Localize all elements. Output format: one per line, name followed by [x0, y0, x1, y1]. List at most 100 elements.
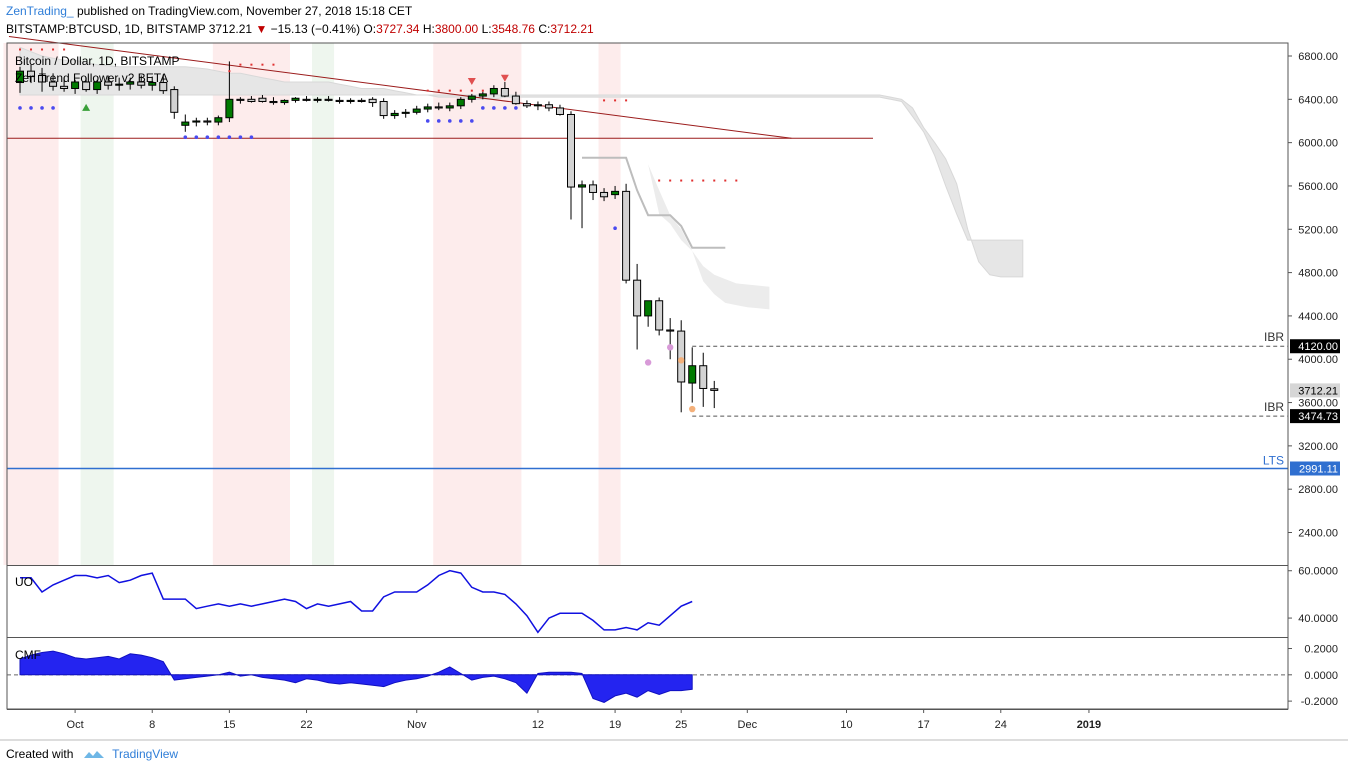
y-tick-label: 4800.00: [1298, 268, 1338, 280]
red-dot: [470, 89, 473, 92]
close-label: C:: [538, 22, 551, 36]
candle-body: [269, 100, 278, 104]
ibr-high-tag-bg: [1290, 339, 1340, 354]
low-label: L:: [481, 22, 492, 36]
candle-body: [324, 98, 333, 101]
tradingview-logo-icon: [83, 751, 104, 759]
y-tick-label: 5600.00: [1298, 181, 1338, 193]
candle-body: [456, 98, 465, 107]
red-dot: [261, 63, 264, 66]
candle-body: [170, 89, 179, 113]
cmf-area: [19, 650, 693, 703]
red-dot: [702, 179, 705, 182]
signal-bands: [3, 43, 621, 565]
blue-dot: [205, 135, 210, 140]
symbol-name: BITSTAMP:BTCUSD, 1D, BITSTAMP: [6, 22, 206, 36]
candle-body: [313, 98, 322, 101]
red-dot: [669, 179, 672, 182]
candle-body: [126, 81, 135, 85]
plot-background: [7, 43, 1288, 709]
candle-body: [302, 98, 311, 101]
blue-dot: [503, 106, 507, 110]
candle-body: [280, 99, 289, 104]
orange-dot: [689, 405, 696, 413]
down-arrow-icon: [500, 74, 509, 82]
bearish-band: [598, 43, 621, 565]
indicator-name: Zen Trend Follower v2 BETA: [15, 71, 168, 85]
published-info: published on TradingView.com, November 2…: [76, 4, 413, 18]
candle-body: [357, 99, 366, 102]
candle-body: [379, 100, 388, 117]
y-tick-label: 5200.00: [1298, 224, 1338, 236]
bearish-band: [3, 43, 59, 565]
uo-tick-label: 40.0000: [1298, 613, 1338, 625]
candle-body: [335, 99, 344, 102]
x-tick-label: 15: [223, 719, 235, 731]
y-tick-label: 6400.00: [1298, 94, 1338, 106]
lts-label: LTS: [1263, 453, 1284, 467]
candle-body: [622, 190, 631, 281]
uo-line: [20, 569, 693, 634]
low-value: 3548.76: [491, 22, 535, 36]
trend-line: [8, 36, 792, 139]
cmf-tick-label: 0.0000: [1304, 670, 1338, 682]
candle-body: [247, 98, 256, 102]
blue-dot: [51, 106, 55, 110]
y-tick-label: 3200.00: [1298, 441, 1338, 453]
red-dot: [625, 99, 628, 102]
candle-body: [148, 82, 157, 86]
lts-tag-bg: [1290, 461, 1340, 476]
red-dot: [52, 48, 55, 51]
candle-body: [203, 120, 212, 123]
blue-dot: [613, 226, 617, 230]
ibr-high-tag: 4120.00: [1298, 341, 1338, 353]
x-tick-label: Dec: [738, 719, 758, 731]
blue-dot: [216, 135, 221, 140]
y-tick-label: 4000.00: [1298, 354, 1338, 366]
candle-body: [445, 105, 454, 109]
candle-body: [137, 81, 146, 86]
candle-body: [346, 99, 355, 102]
red-dot: [481, 89, 484, 92]
down-arrow-icon: ▼: [255, 22, 268, 36]
candle-body: [644, 300, 653, 317]
blue-dot: [436, 119, 441, 123]
x-tick-label: 2019: [1077, 719, 1101, 731]
down-arrow-icon: [467, 77, 476, 85]
pink-dot: [666, 344, 674, 351]
candle-body: [611, 190, 620, 196]
candle-body: [368, 98, 377, 104]
last-price-tag-bg: [1290, 383, 1340, 398]
candle-body: [467, 95, 476, 100]
candle-body: [192, 120, 201, 123]
red-dot: [41, 48, 44, 51]
candle-body: [589, 184, 598, 193]
y-tick-label: 2800.00: [1298, 484, 1338, 496]
chart-title: Bitcoin / Dollar, 1D, BITSTAMP: [15, 54, 180, 68]
candle-body: [633, 279, 642, 317]
candle-body: [104, 81, 113, 86]
candle-body: [567, 113, 575, 188]
candle-body: [655, 300, 664, 331]
high-label: H:: [422, 22, 435, 36]
red-dot: [713, 179, 716, 182]
blue-dot: [40, 106, 44, 110]
candle-body: [27, 70, 36, 78]
blue-dot: [227, 135, 232, 140]
red-dot: [448, 89, 451, 92]
red-dot: [680, 179, 683, 182]
bearish-band: [212, 43, 290, 565]
candle-body: [401, 111, 410, 114]
candle-body: [93, 81, 102, 91]
x-tick-label: 22: [300, 719, 312, 731]
uo-label: UO: [15, 575, 33, 589]
red-dot: [658, 179, 661, 182]
red-dot: [426, 89, 429, 92]
candle-body: [214, 117, 223, 123]
author-link[interactable]: ZenTrading_: [6, 4, 74, 18]
candle-body: [390, 112, 399, 117]
tradingview-link[interactable]: TradingView: [112, 747, 179, 761]
red-dot: [63, 48, 66, 51]
pink-dot: [644, 359, 652, 366]
